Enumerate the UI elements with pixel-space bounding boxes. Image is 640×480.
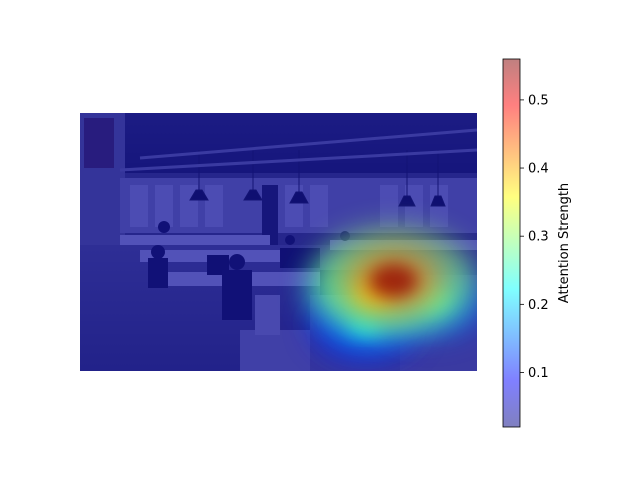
attention-overlay <box>306 227 477 361</box>
colorbar-tick-label: 0.5 <box>528 93 549 108</box>
attention-blob <box>369 264 418 298</box>
colorbar: 0.1 0.2 0.3 0.4 0.5 Attention Strength <box>502 58 572 428</box>
colorbar-label: Attention Strength <box>557 183 572 303</box>
colorbar-tick-label: 0.1 <box>528 366 549 381</box>
colorbar-frame <box>502 58 521 428</box>
colorbar-tick-label: 0.3 <box>528 230 549 245</box>
colorbar-tick-label: 0.2 <box>528 298 549 313</box>
colorbar-tick-label: 0.4 <box>528 162 549 177</box>
colorbar-gradient <box>503 59 520 427</box>
colorbar-ticks: 0.1 0.2 0.3 0.4 0.5 <box>520 93 549 381</box>
